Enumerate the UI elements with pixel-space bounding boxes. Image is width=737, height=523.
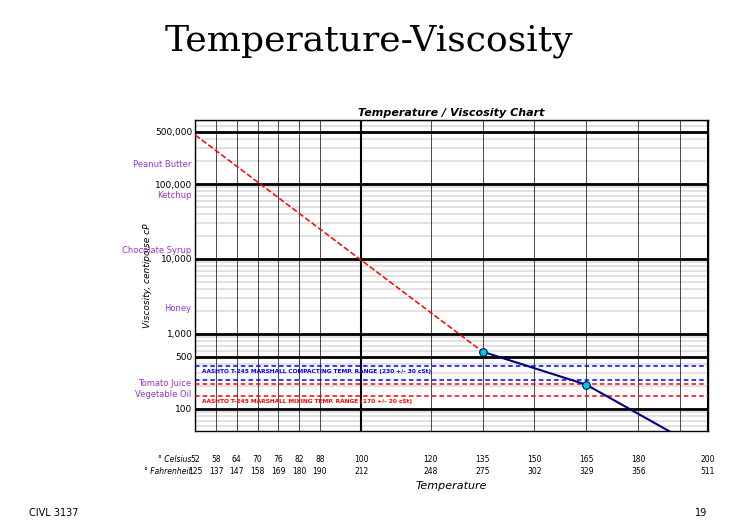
Text: 120: 120 <box>424 455 438 464</box>
Text: 58: 58 <box>212 455 221 464</box>
Y-axis label: Viscosity, centipoise cP: Viscosity, centipoise cP <box>144 224 153 328</box>
Text: 180: 180 <box>292 467 307 476</box>
Text: 64: 64 <box>232 455 242 464</box>
Text: 137: 137 <box>209 467 223 476</box>
Text: Temperature: Temperature <box>416 481 487 491</box>
Text: 100: 100 <box>354 455 368 464</box>
Text: 165: 165 <box>579 455 593 464</box>
Text: 82: 82 <box>294 455 304 464</box>
Text: 212: 212 <box>354 467 368 476</box>
Text: 511: 511 <box>700 467 715 476</box>
Text: CIVL 3137: CIVL 3137 <box>29 508 79 518</box>
Text: 125: 125 <box>188 467 203 476</box>
Text: Peanut Butter: Peanut Butter <box>133 161 192 169</box>
Text: 248: 248 <box>424 467 438 476</box>
Text: Tomato Juice: Tomato Juice <box>139 379 192 388</box>
Text: 19: 19 <box>695 508 708 518</box>
Text: 158: 158 <box>251 467 265 476</box>
Text: Chocolate Syrup: Chocolate Syrup <box>122 246 192 255</box>
Text: 147: 147 <box>230 467 244 476</box>
Text: 169: 169 <box>271 467 286 476</box>
Text: 180: 180 <box>631 455 646 464</box>
Text: Temperature-Viscosity: Temperature-Viscosity <box>164 24 573 58</box>
Text: ° Celsius: ° Celsius <box>158 455 192 464</box>
Text: 356: 356 <box>631 467 646 476</box>
Text: 275: 275 <box>475 467 490 476</box>
Text: 135: 135 <box>475 455 490 464</box>
Text: 150: 150 <box>527 455 542 464</box>
Text: AASHTO T-245 MARSHALL COMPACTING TEMP. RANGE (230 +/- 30 cSt): AASHTO T-245 MARSHALL COMPACTING TEMP. R… <box>202 369 431 374</box>
Text: 190: 190 <box>312 467 327 476</box>
Text: ° Fahrenheit: ° Fahrenheit <box>144 467 192 476</box>
Text: Ketchup: Ketchup <box>157 191 192 200</box>
Title: Temperature / Viscosity Chart: Temperature / Viscosity Chart <box>358 108 545 118</box>
Text: 88: 88 <box>315 455 324 464</box>
Text: 200: 200 <box>700 455 715 464</box>
Text: Honey: Honey <box>164 304 192 313</box>
Text: Vegetable Oil: Vegetable Oil <box>136 390 192 399</box>
Text: 52: 52 <box>190 455 200 464</box>
Text: 329: 329 <box>579 467 593 476</box>
Text: 76: 76 <box>273 455 283 464</box>
Text: AASHTO T-245 MARSHALL MIXING TEMP. RANGE (170 +/- 20 cSt): AASHTO T-245 MARSHALL MIXING TEMP. RANGE… <box>202 399 413 404</box>
Text: 70: 70 <box>253 455 262 464</box>
Text: 302: 302 <box>527 467 542 476</box>
